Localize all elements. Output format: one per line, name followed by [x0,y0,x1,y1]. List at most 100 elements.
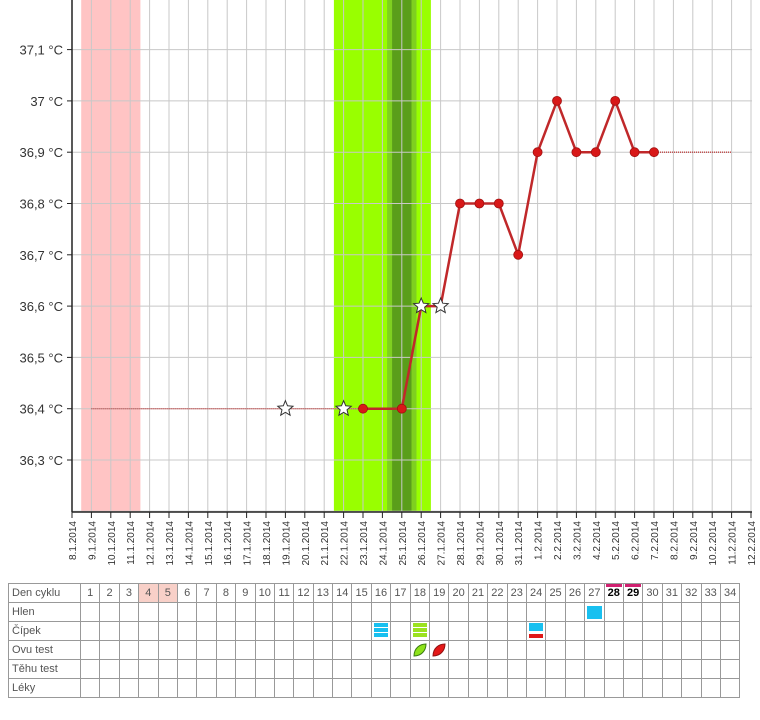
table-cell[interactable] [564,678,586,698]
table-cell[interactable] [332,621,353,641]
table-cell[interactable] [487,602,508,622]
table-cell[interactable] [118,678,140,698]
table-cell[interactable] [719,659,741,679]
table-cell[interactable] [293,659,314,679]
table-cell[interactable] [138,678,159,698]
table-cell[interactable] [622,621,644,641]
table-cell[interactable] [603,659,624,679]
table-cell[interactable] [293,678,314,698]
table-cell[interactable] [448,659,469,679]
table-cell[interactable] [409,621,431,641]
table-cell[interactable] [681,659,702,679]
table-cell[interactable] [332,640,353,660]
table-cell[interactable] [545,678,566,698]
table-cell[interactable] [429,678,450,698]
table-cell[interactable] [390,602,411,622]
table-cell[interactable] [351,640,372,660]
table-cell[interactable] [661,602,683,622]
table-cell[interactable] [603,640,624,660]
table-cell[interactable] [525,659,547,679]
table-cell[interactable] [273,602,295,622]
table-cell[interactable] [215,659,237,679]
table-cell[interactable] [700,640,721,660]
table-cell[interactable] [545,602,566,622]
cycle-day-cell[interactable]: 20 [448,583,469,603]
table-cell[interactable] [642,602,663,622]
table-cell[interactable] [448,640,469,660]
table-cell[interactable] [273,659,295,679]
table-cell[interactable] [487,659,508,679]
table-cell[interactable] [700,678,721,698]
table-cell[interactable] [700,659,721,679]
table-cell[interactable] [79,640,101,660]
table-cell[interactable] [332,659,353,679]
table-cell[interactable] [312,602,334,622]
table-cell[interactable] [409,659,431,679]
table-cell[interactable] [99,602,120,622]
table-cell[interactable] [584,640,605,660]
table-cell[interactable] [351,678,372,698]
cycle-day-cell[interactable]: 33 [700,583,721,603]
table-cell[interactable] [196,678,217,698]
table-cell[interactable] [429,659,450,679]
table-cell[interactable] [487,621,508,641]
table-cell[interactable] [215,678,237,698]
table-cell[interactable] [661,640,683,660]
table-cell[interactable] [719,640,741,660]
table-cell[interactable] [429,640,450,660]
table-cell[interactable] [293,602,314,622]
table-cell[interactable] [312,659,334,679]
table-cell[interactable] [622,659,644,679]
table-cell[interactable] [467,640,489,660]
table-cell[interactable] [196,602,217,622]
table-cell[interactable] [254,640,275,660]
table-cell[interactable] [312,678,334,698]
cycle-day-cell[interactable]: 29 [622,583,644,603]
cycle-day-cell[interactable]: 16 [370,583,392,603]
table-cell[interactable] [525,640,547,660]
table-cell[interactable] [235,640,256,660]
table-cell[interactable] [157,602,178,622]
table-cell[interactable] [157,640,178,660]
table-cell[interactable] [196,659,217,679]
cycle-day-cell[interactable]: 11 [273,583,295,603]
table-cell[interactable] [564,659,586,679]
table-cell[interactable] [719,678,741,698]
table-cell[interactable] [138,621,159,641]
cycle-day-cell[interactable]: 28 [603,583,624,603]
table-cell[interactable] [118,659,140,679]
table-cell[interactable] [99,678,120,698]
table-cell[interactable] [622,602,644,622]
table-cell[interactable] [525,678,547,698]
table-cell[interactable] [118,621,140,641]
table-cell[interactable] [79,678,101,698]
table-cell[interactable] [506,678,527,698]
table-cell[interactable] [661,678,683,698]
table-cell[interactable] [157,621,178,641]
table-cell[interactable] [370,678,392,698]
table-cell[interactable] [525,621,547,641]
table-cell[interactable] [293,640,314,660]
cycle-day-cell[interactable]: 18 [409,583,431,603]
table-cell[interactable] [176,640,198,660]
table-cell[interactable] [254,659,275,679]
cycle-day-cell[interactable]: 2 [99,583,120,603]
cycle-day-cell[interactable]: 22 [487,583,508,603]
table-cell[interactable] [79,621,101,641]
table-cell[interactable] [467,602,489,622]
table-cell[interactable] [157,678,178,698]
table-cell[interactable] [506,640,527,660]
cycle-day-cell[interactable]: 9 [235,583,256,603]
table-cell[interactable] [409,602,431,622]
table-cell[interactable] [700,621,721,641]
table-cell[interactable] [176,602,198,622]
table-cell[interactable] [118,640,140,660]
table-cell[interactable] [293,621,314,641]
cycle-day-cell[interactable]: 10 [254,583,275,603]
table-cell[interactable] [409,678,431,698]
table-cell[interactable] [99,640,120,660]
table-cell[interactable] [487,640,508,660]
table-cell[interactable] [79,602,101,622]
table-cell[interactable] [138,640,159,660]
table-cell[interactable] [700,602,721,622]
